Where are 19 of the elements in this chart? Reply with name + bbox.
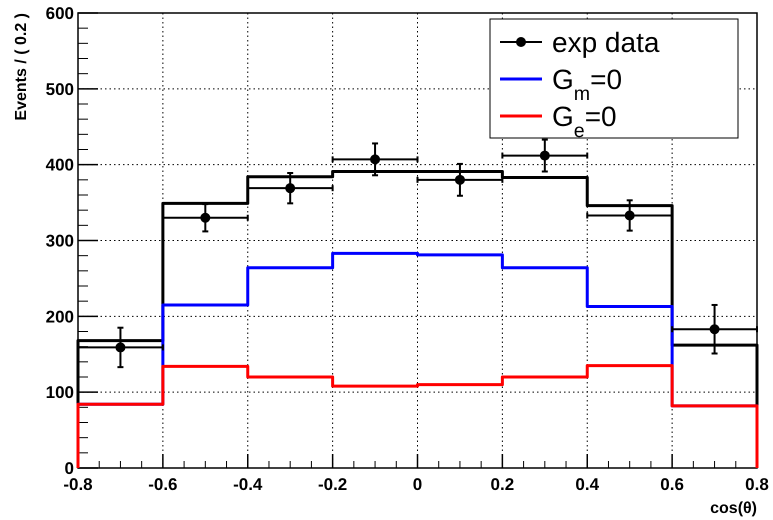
x-tick-label: 0.6 (660, 475, 684, 494)
y-axis-title: Events / ( 0.2 ) (13, 13, 30, 121)
x-tick-label: -0.8 (63, 475, 93, 494)
y-tick-label: 400 (46, 156, 74, 175)
x-tick-label: 0.4 (575, 475, 600, 494)
x-tick-label: 0 (412, 475, 422, 494)
x-tick-label: -0.2 (318, 475, 348, 494)
x-tick-label: 0.2 (490, 475, 514, 494)
x-tick-label: -0.6 (148, 475, 178, 494)
y-tick-label: 500 (46, 80, 74, 99)
y-tick-label: 100 (46, 383, 74, 402)
y-tick-label: 600 (46, 4, 74, 23)
legend-label: exp data (552, 27, 660, 58)
y-tick-label: 300 (46, 232, 74, 250)
y-tick-label: 0 (64, 459, 74, 478)
x-tick-label: -0.4 (233, 475, 263, 494)
x-axis-title: cos(θ) (710, 500, 757, 517)
y-tick-label: 200 (46, 307, 74, 326)
x-tick-label: 0.8 (745, 475, 769, 494)
